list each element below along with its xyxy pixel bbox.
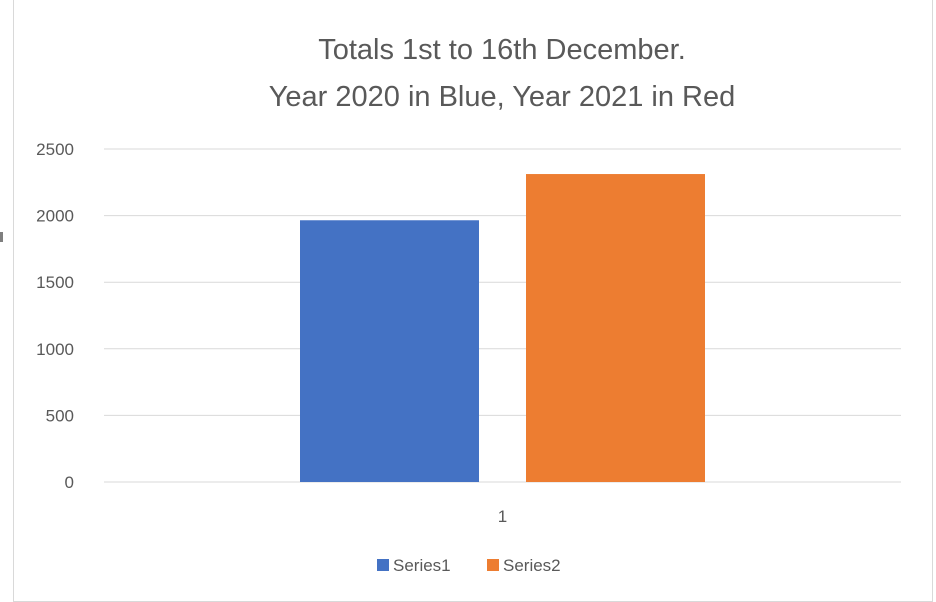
legend-swatch-series1	[377, 559, 389, 571]
edge-mark	[0, 232, 3, 242]
y-tick-label: 1000	[36, 340, 74, 359]
y-tick-label: 0	[65, 473, 74, 492]
y-tick-label: 2500	[36, 140, 74, 159]
x-axis-ticks: 1	[498, 507, 507, 526]
chart-title-line-1: Totals 1st to 16th December.	[318, 34, 686, 66]
bar-series2[interactable]	[526, 174, 705, 482]
bar-chart: Totals 1st to 16th December. Year 2020 i…	[36, 34, 901, 575]
legend-swatch-series2	[487, 559, 499, 571]
legend-label-series1: Series1	[393, 556, 451, 575]
legend: Series1 Series2	[377, 556, 561, 575]
bars	[300, 174, 705, 482]
gridlines	[104, 148, 901, 483]
y-tick-label: 1500	[36, 273, 74, 292]
y-tick-label: 2000	[36, 207, 74, 226]
y-tick-label: 500	[46, 406, 74, 425]
y-axis-ticks: 0 500 1000 1500 2000 2500	[36, 140, 74, 492]
chart-area[interactable]: Totals 1st to 16th December. Year 2020 i…	[13, 0, 933, 602]
bar-series1[interactable]	[300, 220, 479, 482]
chart-title-line-2: Year 2020 in Blue, Year 2021 in Red	[269, 81, 736, 113]
legend-label-series2: Series2	[503, 556, 561, 575]
x-tick-label: 1	[498, 507, 507, 526]
